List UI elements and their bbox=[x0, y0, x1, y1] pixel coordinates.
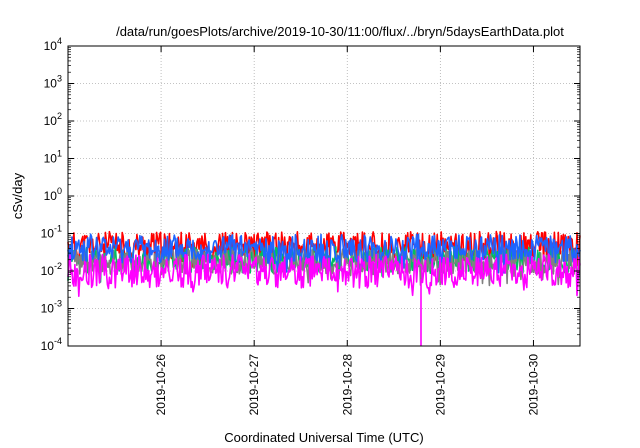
y-tick-label: 101 bbox=[44, 149, 62, 166]
y-tick-label: 102 bbox=[44, 111, 62, 128]
x-tick-label: 2019-10-27 bbox=[247, 354, 261, 416]
y-tick-label: 10-2 bbox=[41, 261, 62, 278]
y-tick-label: 10-1 bbox=[41, 224, 62, 241]
y-tick-label: 10-4 bbox=[41, 336, 62, 353]
x-tick-label: 2019-10-28 bbox=[340, 354, 354, 416]
y-tick-label: 103 bbox=[44, 74, 62, 91]
y-tick-label: 100 bbox=[44, 186, 62, 203]
chart-title: /data/run/goesPlots/archive/2019-10-30/1… bbox=[116, 24, 564, 39]
data-series-line bbox=[67, 230, 581, 273]
y-tick-label: 104 bbox=[44, 36, 62, 53]
x-tick-label: 2019-10-29 bbox=[433, 354, 447, 416]
x-axis-label: Coordinated Universal Time (UTC) bbox=[224, 430, 423, 445]
y-axis-label: cSv/day bbox=[10, 172, 25, 219]
y-axis: 10-4 10-3 10-2 10-1 100 101 102 103 104 bbox=[41, 36, 580, 353]
x-tick-label: 2019-10-26 bbox=[154, 354, 168, 416]
grid bbox=[68, 46, 580, 346]
y-tick-label: 10-3 bbox=[41, 299, 62, 316]
x-tick-label: 2019-10-30 bbox=[526, 354, 540, 416]
series-group bbox=[67, 230, 581, 346]
data-series-line bbox=[67, 253, 581, 346]
x-axis: 2019-10-26 2019-10-27 2019-10-28 2019-10-29… bbox=[154, 46, 540, 415]
